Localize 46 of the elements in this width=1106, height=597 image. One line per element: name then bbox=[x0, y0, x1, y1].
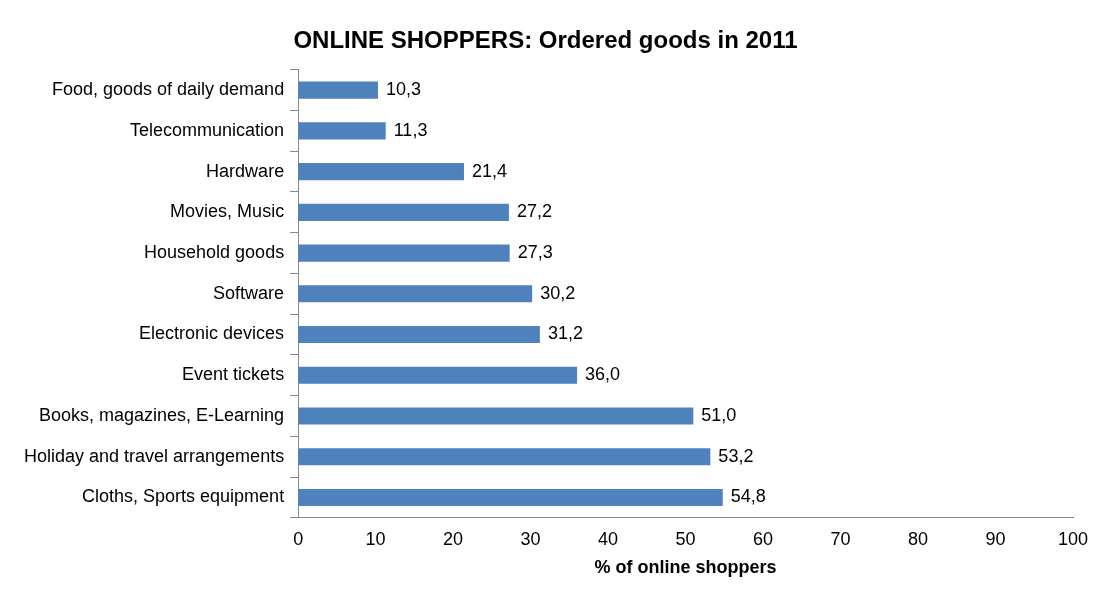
bar bbox=[298, 163, 464, 181]
y-tick-label: Telecommunication bbox=[130, 119, 285, 140]
y-tick-label: Software bbox=[213, 282, 285, 303]
x-tick-label: 100 bbox=[1057, 528, 1089, 549]
x-tick-label: 10 bbox=[365, 528, 386, 549]
x-tick-label: 40 bbox=[598, 528, 619, 549]
bar bbox=[298, 244, 510, 262]
x-tick-label: 60 bbox=[753, 528, 774, 549]
y-tick-label: Household goods bbox=[144, 242, 285, 263]
data-label: 11,3 bbox=[393, 119, 428, 140]
x-tick-label: 70 bbox=[830, 528, 851, 549]
x-tick-label: 80 bbox=[908, 528, 929, 549]
y-tick-label: Event tickets bbox=[182, 364, 285, 385]
data-label: 10,3 bbox=[385, 79, 421, 100]
bar bbox=[298, 448, 711, 466]
y-tick-label: Cloths, Sports equipment bbox=[82, 486, 285, 507]
y-tick-label: Books, magazines, E-Learning bbox=[39, 404, 285, 425]
data-label: 27,2 bbox=[516, 201, 552, 222]
x-tick-label: 20 bbox=[443, 528, 464, 549]
bar bbox=[298, 325, 540, 344]
chart-title: ONLINE SHOPPERS: Ordered goods in 2011 bbox=[293, 26, 798, 54]
bar bbox=[298, 285, 533, 303]
bar bbox=[298, 122, 386, 140]
data-label: 21,4 bbox=[471, 160, 508, 181]
x-axis-title: % of online shoppers bbox=[594, 557, 777, 578]
y-tick-label: Hardware bbox=[206, 160, 285, 181]
y-tick-label: Movies, Music bbox=[170, 201, 285, 222]
x-tick-label: 90 bbox=[985, 528, 1006, 549]
data-label: 51,0 bbox=[701, 404, 737, 425]
bar bbox=[298, 366, 578, 384]
y-tick-label: Electronic devices bbox=[139, 323, 285, 344]
data-label: 54,8 bbox=[730, 486, 766, 507]
data-label: 27,3 bbox=[517, 242, 553, 263]
data-label: 31,2 bbox=[547, 323, 583, 344]
y-tick-label: Food, goods of daily demand bbox=[51, 79, 285, 100]
bar bbox=[298, 488, 723, 506]
bar bbox=[298, 81, 378, 99]
data-label: 53,2 bbox=[718, 445, 754, 466]
x-tick-label: 30 bbox=[520, 528, 541, 549]
x-tick-label: 0 bbox=[293, 528, 304, 549]
bar bbox=[298, 203, 509, 221]
x-tick-label: 50 bbox=[675, 528, 696, 549]
data-label: 36,0 bbox=[585, 364, 621, 385]
bar bbox=[298, 407, 694, 425]
data-label: 30,2 bbox=[540, 282, 576, 303]
y-tick-label: Holiday and travel arrangements bbox=[24, 445, 285, 466]
